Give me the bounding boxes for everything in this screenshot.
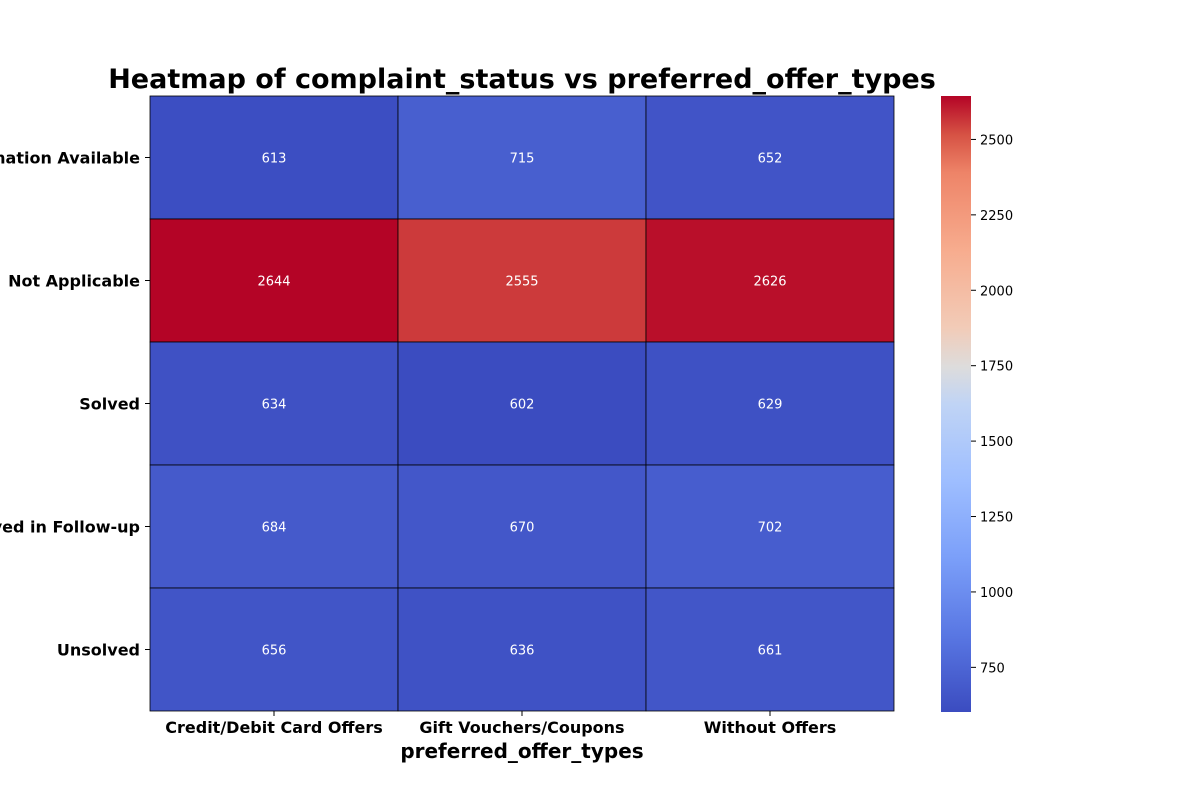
- heatmap-cell: [397, 218, 647, 343]
- y-tick-label: Solved in Follow-up: [0, 518, 140, 537]
- cell-value-label: 613: [262, 152, 287, 167]
- cell-value-label: 629: [758, 398, 783, 413]
- colorbar-ticks: 750 1000 1250 1500 1750 2000 2250 2500: [971, 133, 1013, 676]
- y-tick-label: No Information Available: [0, 149, 140, 168]
- x-tick-labels: Credit/Debit Card Offers Gift Vouchers/Co…: [165, 711, 836, 737]
- chart-title: Heatmap of complaint_status vs preferred…: [108, 64, 936, 95]
- cell-value-label: 661: [758, 644, 783, 659]
- heatmap-cell: [397, 587, 647, 712]
- y-tick-labels: No Information Available Not Applicable So…: [0, 149, 150, 660]
- heatmap-cell: [645, 95, 895, 220]
- cell-value-label: 2626: [753, 275, 786, 290]
- colorbar-tick-label: 1500: [980, 435, 1013, 450]
- heatmap-cells: 613 715 652 2644 2555 2626 634 602 629 684 670 702 6…: [149, 95, 895, 712]
- cell-value-label: 2555: [505, 275, 538, 290]
- colorbar-tick-label: 1250: [980, 511, 1013, 526]
- heatmap-cell: [397, 95, 647, 220]
- x-axis-label: preferred_offer_types: [400, 739, 643, 763]
- heatmap-cell: [397, 341, 647, 466]
- cell-value-label: 634: [262, 398, 287, 413]
- heatmap-cell: [645, 587, 895, 712]
- cell-value-label: 656: [262, 644, 287, 659]
- cell-value-label: 602: [510, 398, 535, 413]
- y-tick-label: Unsolved: [57, 641, 140, 660]
- colorbar-tick-label: 2000: [980, 284, 1013, 299]
- cell-value-label: 2644: [257, 275, 290, 290]
- cell-value-label: 715: [510, 152, 535, 167]
- colorbar-tick-label: 1000: [980, 586, 1013, 601]
- cell-value-label: 636: [510, 644, 535, 659]
- heatmap-cell: [645, 218, 895, 343]
- x-tick-label: Credit/Debit Card Offers: [165, 718, 382, 737]
- colorbar: [941, 96, 971, 712]
- colorbar-tick-label: 1750: [980, 360, 1013, 375]
- y-tick-label: Solved: [79, 395, 140, 414]
- heatmap-cell: [149, 218, 399, 343]
- x-tick-label: Gift Vouchers/Coupons: [419, 718, 624, 737]
- cell-value-label: 702: [758, 521, 783, 536]
- cell-value-label: 652: [758, 152, 783, 167]
- colorbar-tick-label: 750: [980, 661, 1005, 676]
- heatmap-cell: [149, 95, 399, 220]
- cell-value-label: 684: [262, 521, 287, 536]
- cell-value-label: 670: [510, 521, 535, 536]
- colorbar-tick-label: 2500: [980, 133, 1013, 148]
- heatmap-cell: [645, 464, 895, 589]
- colorbar-tick-label: 2250: [980, 209, 1013, 224]
- heatmap-cell: [149, 341, 399, 466]
- y-tick-label: Not Applicable: [8, 272, 140, 291]
- x-tick-label: Without Offers: [704, 718, 837, 737]
- heatmap-cell: [149, 587, 399, 712]
- heatmap-cell: [149, 464, 399, 589]
